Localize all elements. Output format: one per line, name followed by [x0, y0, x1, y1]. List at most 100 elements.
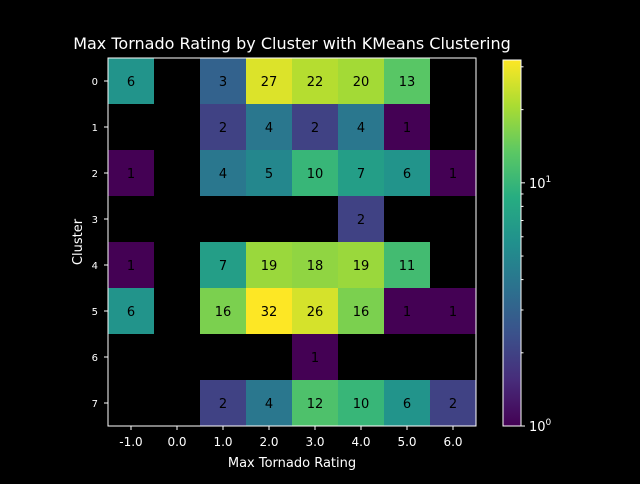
heatmap-cell [200, 380, 246, 426]
x-axis-label: Max Tornado Rating [228, 456, 356, 471]
heatmap-cell [246, 104, 292, 150]
cell-value-label: 19 [353, 259, 370, 274]
cell-value-label: 4 [219, 167, 227, 182]
cell-value-label: 11 [399, 259, 416, 274]
y-tick-label: 3 [92, 215, 98, 226]
cell-value-label: 18 [307, 259, 324, 274]
x-tick-label: 6.0 [443, 435, 462, 449]
x-tick-label: 2.0 [259, 435, 278, 449]
heatmap-cell [292, 242, 338, 288]
y-tick-label: 6 [92, 353, 98, 364]
x-tick-label: 1.0 [213, 435, 232, 449]
x-tick-label: 5.0 [397, 435, 416, 449]
cell-value-label: 2 [219, 397, 227, 412]
heatmap-cell [430, 150, 476, 196]
heatmap-cell [430, 380, 476, 426]
cell-value-label: 1 [127, 259, 135, 274]
cell-value-label: 2 [311, 121, 319, 136]
y-tick-label: 4 [92, 261, 98, 272]
heatmap-cell [338, 380, 384, 426]
heatmap-cell [384, 380, 430, 426]
plot-frame [107, 57, 477, 427]
heatmap-cell [200, 150, 246, 196]
cell-value-label: 10 [307, 167, 324, 182]
cell-value-label: 12 [307, 397, 324, 412]
heatmap-cell [292, 104, 338, 150]
heatmap-cell [292, 58, 338, 104]
cell-value-label: 16 [353, 305, 370, 320]
cell-value-label: 6 [127, 75, 135, 90]
cell-value-label: 5 [265, 167, 273, 182]
heatmap-cell [292, 380, 338, 426]
cell-value-label: 6 [127, 305, 135, 320]
heatmap-cell [384, 58, 430, 104]
cell-value-label: 4 [265, 121, 273, 136]
heatmap-cell [200, 104, 246, 150]
y-tick-label: 0 [92, 77, 98, 88]
cell-value-label: 1 [449, 167, 457, 182]
heatmap-cells: 6 3 27 22 20 132 4 2 4 11 4 5 10 7 6 121 7 19 18 19 116 16 32 2… [108, 58, 476, 426]
heatmap-cell [384, 288, 430, 334]
heatmap-cell [338, 242, 384, 288]
cell-value-label: 22 [307, 75, 324, 90]
heatmap-cell [246, 242, 292, 288]
heatmap-cell [246, 58, 292, 104]
heatmap-cell [338, 196, 384, 242]
heatmap-cell [108, 150, 154, 196]
cell-value-label: 10 [353, 397, 370, 412]
cell-value-label: 7 [357, 167, 365, 182]
y-tick-label: 2 [92, 169, 98, 180]
heatmap-cell [246, 288, 292, 334]
x-axis: -1.0 0.0 1.0 2.0 3.0 4.0 5.0 6.0 [119, 426, 463, 449]
cell-value-label: 32 [261, 305, 278, 320]
y-axis: 0 1 2 3 4 5 6 7 [92, 77, 108, 410]
y-axis-label: Cluster [71, 218, 86, 265]
cell-value-label: 6 [403, 167, 411, 182]
cell-value-label: 20 [353, 75, 370, 90]
x-tick-label: 3.0 [305, 435, 324, 449]
heatmap-cell [108, 288, 154, 334]
colorbar-ticks: 100 101 [521, 66, 552, 435]
cell-value-label: 19 [261, 259, 278, 274]
heatmap-cell [200, 288, 246, 334]
cell-value-label: 6 [403, 397, 411, 412]
heatmap-cell [292, 150, 338, 196]
cell-value-label: 16 [215, 305, 232, 320]
x-tick-label: 0.0 [167, 435, 186, 449]
y-tick-label: 7 [92, 399, 98, 410]
cell-value-label: 2 [357, 213, 365, 228]
heatmap-cell [108, 242, 154, 288]
heatmap-cell [384, 150, 430, 196]
cell-value-label: 1 [449, 305, 457, 320]
cell-value-label: 1 [311, 351, 319, 366]
heatmap-cell [200, 58, 246, 104]
cell-value-label: 2 [449, 397, 457, 412]
heatmap-cell [246, 150, 292, 196]
cell-value-label: 7 [219, 259, 227, 274]
cell-value-label: 4 [265, 397, 273, 412]
heatmap-cell [200, 242, 246, 288]
cell-value-label: 4 [357, 121, 365, 136]
heatmap-cell [384, 104, 430, 150]
heatmap-cell [338, 288, 384, 334]
heatmap-cell [338, 150, 384, 196]
colorbar-tick-label: 100 [529, 418, 552, 435]
x-tick-label: 4.0 [351, 435, 370, 449]
cell-value-label: 27 [261, 75, 278, 90]
x-tick-label: -1.0 [119, 435, 142, 449]
colorbar [502, 59, 522, 427]
heatmap-cell [108, 58, 154, 104]
cell-value-label: 13 [399, 75, 416, 90]
heatmap-cell [292, 288, 338, 334]
colorbar-tick-label: 101 [529, 175, 551, 192]
cell-value-label: 3 [219, 75, 227, 90]
heatmap-cell [292, 334, 338, 380]
chart-title: Max Tornado Rating by Cluster with KMean… [73, 34, 511, 53]
y-tick-label: 5 [92, 307, 98, 318]
cell-value-label: 1 [127, 167, 135, 182]
heatmap-cell [246, 380, 292, 426]
heatmap-cell [430, 288, 476, 334]
heatmap-cell [338, 58, 384, 104]
